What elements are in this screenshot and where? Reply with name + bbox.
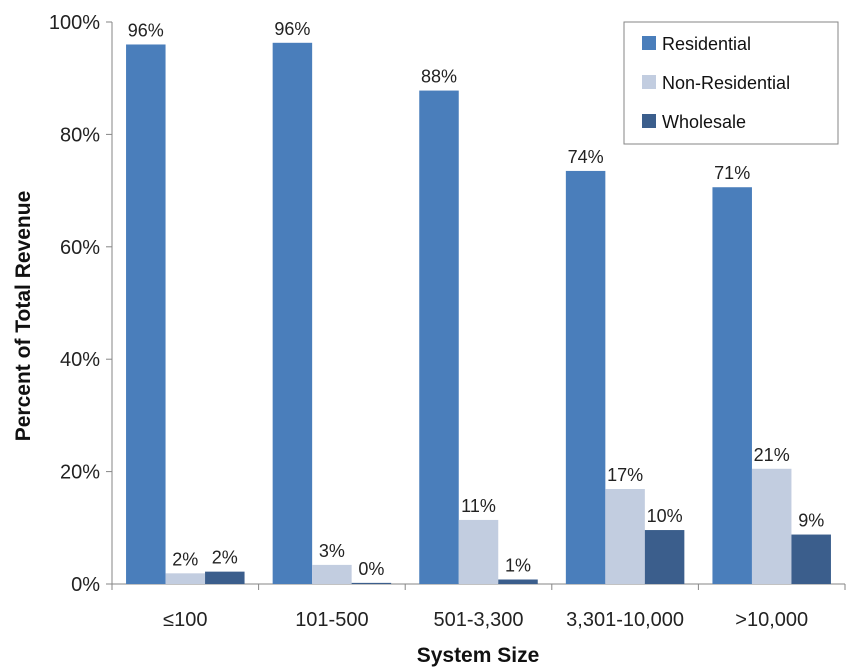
bar-residential <box>126 44 166 585</box>
legend-label: Non-Residential <box>662 73 790 93</box>
data-label: 21% <box>754 445 790 465</box>
y-tick-label: 80% <box>60 124 100 146</box>
bar-wholesale <box>351 582 392 584</box>
y-tick-label: 60% <box>60 237 100 259</box>
data-label: 0% <box>358 559 384 579</box>
bar-non-residential <box>751 468 792 584</box>
y-tick-label: 0% <box>71 574 100 596</box>
data-labels-group: 96% 96% 88% 74% 71% 2% 3% 11% 17% 21% 2% 0% 1% 10% 9% <box>128 19 824 579</box>
legend-swatch <box>642 36 656 50</box>
data-label: 74% <box>568 147 604 167</box>
bar-non-residential <box>605 489 645 584</box>
bar-non-residential <box>458 519 499 584</box>
y-tick-label: 100% <box>49 12 100 34</box>
bar-wholesale <box>205 571 245 584</box>
data-label: 2% <box>172 549 198 569</box>
bar-residential <box>419 90 459 585</box>
bar-non-residential <box>312 564 352 584</box>
x-tick-label: >10,000 <box>735 609 808 631</box>
data-label: 9% <box>798 511 824 531</box>
x-tick-label: 501-3,300 <box>433 609 523 631</box>
legend-box <box>623 21 839 145</box>
legend-swatch <box>642 75 656 89</box>
data-label: 96% <box>274 19 310 39</box>
x-tick-label: 101-500 <box>295 609 368 631</box>
legend: Residential Non-Residential Wholesale <box>623 21 839 145</box>
bar-non-residential <box>165 573 206 584</box>
data-label: 10% <box>647 506 683 526</box>
bar-wholesale <box>498 579 538 584</box>
data-label: 96% <box>128 20 164 40</box>
data-label: 2% <box>212 548 238 568</box>
data-label: 1% <box>505 556 531 576</box>
data-label: 11% <box>461 496 496 516</box>
legend-label: Wholesale <box>662 112 746 132</box>
bar-wholesale <box>791 534 831 584</box>
x-axis-title: System Size <box>417 644 540 667</box>
data-label: 3% <box>319 541 345 561</box>
data-label: 17% <box>607 465 643 485</box>
bar-wholesale <box>644 530 685 584</box>
bar-residential <box>712 187 752 584</box>
bars-group <box>126 42 831 585</box>
data-label: 71% <box>714 163 750 183</box>
x-tick-label: ≤100 <box>163 609 207 631</box>
legend-label: Residential <box>662 34 751 54</box>
y-axis: 0% 20% 40% 60% 80% 100% <box>49 12 113 596</box>
legend-swatch <box>642 114 656 128</box>
bar-residential <box>272 42 313 584</box>
y-axis-title: Percent of Total Revenue <box>12 191 35 442</box>
data-label: 88% <box>421 67 457 87</box>
x-tick-label: 3,301-10,000 <box>566 609 684 631</box>
y-tick-label: 20% <box>60 462 100 484</box>
y-tick-label: 40% <box>60 349 100 371</box>
bar-residential <box>565 170 606 584</box>
x-axis: ≤100 101-500 501-3,300 3,301-10,000 >10,000 <box>111 583 846 631</box>
